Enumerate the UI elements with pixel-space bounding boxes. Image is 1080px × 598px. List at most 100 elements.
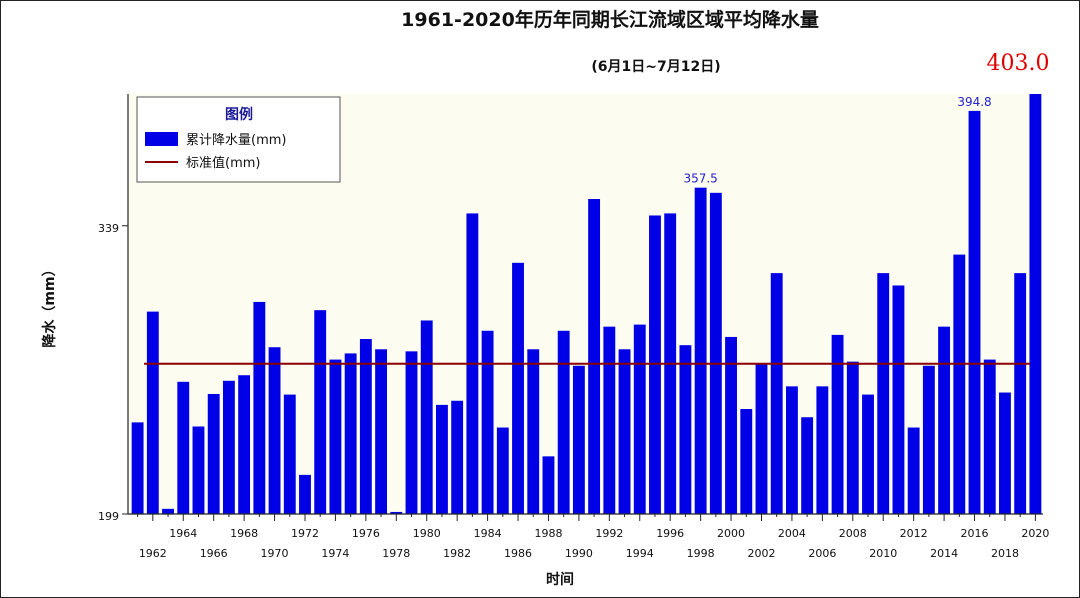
x-tick-label-1986: 1986 xyxy=(504,547,532,560)
bar-2005 xyxy=(801,417,814,514)
x-tick-label-2006: 2006 xyxy=(808,547,836,560)
bar-1985 xyxy=(496,427,509,514)
x-tick-label-1972: 1972 xyxy=(291,527,319,540)
bar-1988 xyxy=(542,456,555,514)
legend-bar-label: 累计降水量(mm) xyxy=(186,133,286,148)
bar-2014 xyxy=(938,326,951,514)
bar-1968 xyxy=(238,375,251,514)
bar-series xyxy=(131,94,1042,514)
chart-subtitle: (6月1日~7月12日) xyxy=(591,59,720,75)
bar-1987 xyxy=(527,349,540,514)
bar-1997 xyxy=(679,345,692,514)
bar-2009 xyxy=(862,394,874,514)
bar-2010 xyxy=(877,273,890,514)
x-tick-label-1970: 1970 xyxy=(261,547,289,560)
bar-1963 xyxy=(162,508,174,514)
bar-2018 xyxy=(999,392,1011,514)
bar-1994 xyxy=(633,324,646,514)
bar-1967 xyxy=(222,380,235,514)
bar-2019 xyxy=(1014,273,1027,514)
x-tick-label-2002: 2002 xyxy=(747,547,775,560)
bar-1993 xyxy=(618,349,631,514)
bar-2017 xyxy=(983,359,996,514)
bar-2006 xyxy=(816,386,829,514)
bar-1977 xyxy=(375,349,388,514)
bar-1961 xyxy=(131,422,144,514)
x-axis-ticks: 1964 1968 1972 1976 1980 1984 1988 1992 1996 2000… xyxy=(137,514,1049,560)
x-tick-label-2010: 2010 xyxy=(869,547,897,560)
x-axis-title: 时间 xyxy=(546,571,574,588)
bar-1999 xyxy=(709,192,722,514)
bar-1962 xyxy=(146,311,159,514)
x-tick-label-1974: 1974 xyxy=(321,547,349,560)
y-axis-ticks: 199 339 xyxy=(98,222,128,523)
x-tick-label-1976: 1976 xyxy=(352,527,380,540)
x-tick-label-1990: 1990 xyxy=(565,547,593,560)
bar-1965 xyxy=(192,426,205,514)
x-tick-label-2014: 2014 xyxy=(930,547,958,560)
bar-2015 xyxy=(953,254,966,514)
bar-1969 xyxy=(253,301,266,514)
x-tick-label-2020: 2020 xyxy=(1021,527,1049,540)
chart-title: 1961-2020年历年同期长江流域区域平均降水量 xyxy=(401,8,819,31)
x-tick-label-2004: 2004 xyxy=(778,527,806,540)
x-tick-label-1964: 1964 xyxy=(169,527,197,540)
x-tick-label-1968: 1968 xyxy=(230,527,258,540)
bar-2012 xyxy=(907,427,920,514)
y-tick-label-199: 199 xyxy=(98,510,119,523)
y-tick-label-339: 339 xyxy=(98,222,119,235)
bar-1966 xyxy=(207,393,220,514)
bar-1984 xyxy=(481,330,494,514)
bar-1979 xyxy=(405,351,418,514)
data-label-1998: 357.5 xyxy=(683,172,717,186)
x-tick-label-1962: 1962 xyxy=(139,547,167,560)
bar-1975 xyxy=(344,353,357,514)
bar-1980 xyxy=(420,320,433,514)
data-label-2016: 394.8 xyxy=(957,95,991,109)
x-tick-label-2018: 2018 xyxy=(991,547,1019,560)
bar-1981 xyxy=(436,404,448,514)
x-tick-label-1998: 1998 xyxy=(687,547,715,560)
bar-2011 xyxy=(892,285,905,514)
bar-2020 xyxy=(1029,94,1042,514)
bar-2004 xyxy=(785,386,798,514)
bar-1973 xyxy=(314,310,327,514)
max-value-annotation: 403.0 xyxy=(987,51,1050,76)
bar-1986 xyxy=(512,262,524,514)
x-tick-label-2000: 2000 xyxy=(717,527,745,540)
x-tick-label-1966: 1966 xyxy=(200,547,228,560)
x-tick-label-1984: 1984 xyxy=(474,527,502,540)
y-axis-title: 降水（mm） xyxy=(41,262,58,347)
bar-2003 xyxy=(770,273,783,514)
bar-1998 xyxy=(694,187,707,514)
x-tick-label-2012: 2012 xyxy=(900,527,928,540)
legend-reference-label: 标准值(mm) xyxy=(186,155,260,171)
bar-1990 xyxy=(572,365,585,514)
data-labels: 357.5 394.8 xyxy=(683,95,991,186)
bar-2013 xyxy=(922,365,935,514)
x-tick-label-1982: 1982 xyxy=(443,547,471,560)
bar-2008 xyxy=(846,361,859,514)
bar-1989 xyxy=(557,330,570,514)
legend: 图例 累计降水量(mm) 标准值(mm) xyxy=(136,96,341,183)
x-tick-label-2016: 2016 xyxy=(961,527,989,540)
bar-1974 xyxy=(329,359,342,514)
bar-2001 xyxy=(740,409,753,514)
bar-1995 xyxy=(649,215,661,514)
x-tick-label-1988: 1988 xyxy=(534,527,562,540)
bar-1971 xyxy=(283,394,296,514)
legend-title: 图例 xyxy=(225,106,253,123)
bar-1970 xyxy=(268,347,281,514)
legend-bar-swatch xyxy=(145,132,178,146)
bar-1982 xyxy=(451,400,464,514)
x-tick-label-1978: 1978 xyxy=(382,547,410,560)
bar-2000 xyxy=(725,336,737,514)
bar-1972 xyxy=(299,474,311,514)
x-tick-label-1980: 1980 xyxy=(413,527,441,540)
bar-2002 xyxy=(755,363,768,514)
bar-2007 xyxy=(831,334,844,514)
bar-1964 xyxy=(177,381,190,514)
x-tick-label-1994: 1994 xyxy=(626,547,654,560)
bar-2016 xyxy=(968,110,981,514)
